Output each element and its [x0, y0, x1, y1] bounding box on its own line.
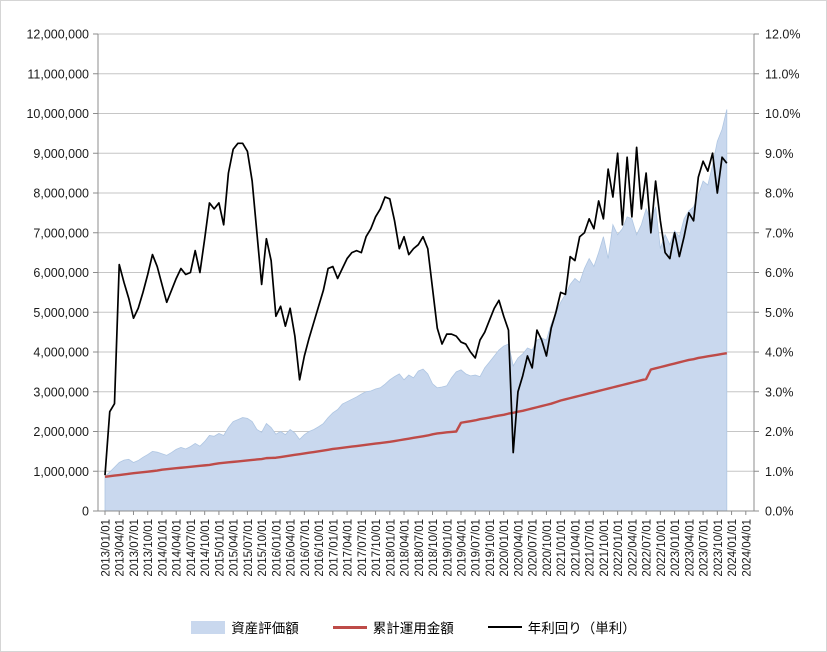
- right-axis-label: 1.0%: [765, 465, 794, 479]
- right-axis-label: 10.0%: [765, 107, 800, 121]
- x-axis-label: 2019/07/01: [471, 519, 483, 577]
- left-axis-label: 8,000,000: [33, 187, 89, 201]
- x-axis-label: 2021/04/01: [570, 519, 582, 577]
- area-swatch: [191, 620, 226, 634]
- right-axis-label: 5.0%: [765, 306, 794, 320]
- right-axis-label: 2.0%: [765, 425, 794, 439]
- right-axis-label: 7.0%: [765, 226, 794, 240]
- x-axis-label: 2022/01/01: [613, 519, 625, 577]
- x-axis-label: 2022/07/01: [642, 519, 654, 577]
- x-axis-label: 2023/10/01: [713, 519, 725, 577]
- left-axis-label: 9,000,000: [33, 147, 89, 161]
- right-axis-label: 12.0%: [765, 28, 800, 42]
- left-axis-label: 6,000,000: [33, 266, 89, 280]
- x-axis-label: 2013/01/01: [101, 519, 113, 577]
- left-axis-label: 11,000,000: [27, 67, 89, 81]
- left-axis-label: 4,000,000: [33, 346, 89, 360]
- x-axis-label: 2017/01/01: [328, 519, 340, 577]
- x-axis-label: 2016/01/01: [271, 519, 283, 577]
- x-axis-label: 2023/04/01: [684, 519, 696, 577]
- legend-label-cumulative-invested: 累計運用金額: [372, 621, 454, 636]
- x-axis-label: 2017/10/01: [371, 519, 383, 577]
- right-axis-label: 0.0%: [765, 505, 794, 519]
- x-axis-label: 2023/07/01: [699, 519, 711, 577]
- x-axis-label: 2017/04/01: [343, 519, 355, 577]
- left-axis-label: 0: [82, 505, 89, 519]
- right-axis-label: 8.0%: [765, 187, 794, 201]
- x-axis-label: 2015/07/01: [243, 519, 255, 577]
- x-axis-label: 2022/10/01: [656, 519, 668, 577]
- x-axis-label: 2016/07/01: [300, 519, 312, 577]
- legend-item-asset-value: 資産評価額: [191, 617, 299, 637]
- left-axis-label: 2,000,000: [33, 425, 89, 439]
- right-axis-label: 6.0%: [765, 266, 794, 280]
- left-axis-label: 7,000,000: [33, 226, 89, 240]
- x-axis-label: 2015/04/01: [229, 519, 241, 577]
- x-axis-label: 2019/04/01: [457, 519, 469, 577]
- x-axis-label: 2021/01/01: [556, 519, 568, 577]
- x-axis-label: 2013/10/01: [143, 519, 155, 577]
- left-axis-label: 5,000,000: [33, 306, 89, 320]
- legend: 資産評価額 累計運用金額 年利回り（単利）: [1, 617, 826, 637]
- legend-item-annual-yield: 年利回り（単利）: [487, 617, 636, 637]
- x-axis-label: 2021/07/01: [585, 519, 597, 577]
- cumulative-invested-line: [104, 352, 728, 479]
- x-axis-label: 2024/01/01: [727, 519, 739, 577]
- black-line-swatch: [487, 626, 522, 628]
- x-axis-label: 2020/10/01: [542, 519, 554, 577]
- x-axis-label: 2021/10/01: [599, 519, 611, 577]
- asset-value-area: [104, 109, 728, 512]
- x-axis-label: 2013/04/01: [115, 519, 127, 577]
- legend-label-annual-yield: 年利回り（単利）: [527, 621, 636, 636]
- x-axis-label: 2024/04/01: [741, 519, 753, 577]
- x-axis-label: 2014/04/01: [172, 519, 184, 577]
- x-axis-label: 2018/10/01: [428, 519, 440, 577]
- x-axis-label: 2014/01/01: [157, 519, 169, 577]
- x-axis-label: 2020/04/01: [513, 519, 525, 577]
- legend-item-cumulative-invested: 累計運用金額: [332, 617, 454, 637]
- annual-yield-line: [104, 142, 728, 476]
- x-axis-label: 2018/01/01: [385, 519, 397, 577]
- right-axis-label: 4.0%: [765, 346, 794, 360]
- x-axis-label: 2015/01/01: [214, 519, 226, 577]
- x-axis-label: 2018/04/01: [400, 519, 412, 577]
- right-axis-label: 11.0%: [765, 67, 800, 81]
- left-axis-label: 12,000,000: [26, 28, 89, 42]
- left-axis-label: 3,000,000: [33, 385, 89, 399]
- x-axis-label: 2015/10/01: [257, 519, 269, 577]
- x-axis-label: 2018/07/01: [414, 519, 426, 577]
- left-axis-label: 1,000,000: [33, 465, 89, 479]
- x-axis-label: 2017/07/01: [357, 519, 369, 577]
- x-axis-label: 2019/10/01: [485, 519, 497, 577]
- red-line-swatch: [332, 625, 367, 629]
- legend-label-asset-value: 資産評価額: [231, 621, 299, 636]
- x-axis-label: 2016/04/01: [286, 519, 298, 577]
- x-axis-label: 2020/07/01: [528, 519, 540, 577]
- x-axis-label: 2013/07/01: [129, 519, 141, 577]
- x-axis-label: 2014/10/01: [200, 519, 212, 577]
- right-axis-label: 3.0%: [765, 385, 794, 399]
- x-axis-label: 2019/01/01: [442, 519, 454, 577]
- x-axis-label: 2014/07/01: [186, 519, 198, 577]
- left-axis-label: 10,000,000: [26, 107, 89, 121]
- x-axis-label: 2020/01/01: [499, 519, 511, 577]
- right-axis-label: 9.0%: [765, 147, 794, 161]
- x-axis-label: 2023/01/01: [670, 519, 682, 577]
- x-axis-label: 2022/04/01: [627, 519, 639, 577]
- x-axis-label: 2016/10/01: [314, 519, 326, 577]
